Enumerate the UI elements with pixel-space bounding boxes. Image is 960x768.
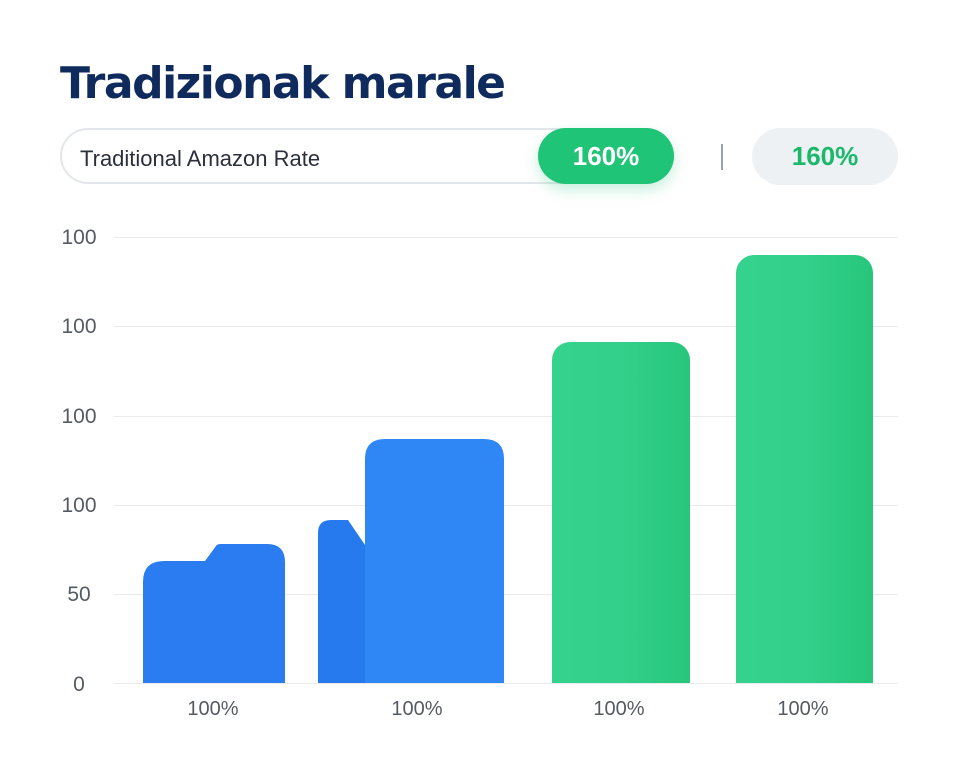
gridline xyxy=(114,416,898,417)
gridline xyxy=(114,505,898,506)
gridline xyxy=(114,237,898,238)
x-tick: 100% xyxy=(777,698,829,720)
side-rate-badge: 160% xyxy=(752,128,898,185)
y-tick: 50 xyxy=(67,583,91,606)
gridline xyxy=(114,594,898,595)
gridline xyxy=(114,683,898,684)
x-tick: 100% xyxy=(391,698,443,720)
y-tick: 100 xyxy=(61,494,97,517)
bar-2 xyxy=(318,439,504,683)
y-tick: 100 xyxy=(61,405,97,428)
rate-label: Traditional Amazon Rate xyxy=(80,146,321,171)
rate-field: Traditional Amazon Rate 160% xyxy=(60,128,674,184)
chart-title: Tradizionak marale xyxy=(60,58,506,109)
bar-1 xyxy=(143,544,285,683)
y-tick: 0 xyxy=(73,673,85,696)
bar-4 xyxy=(736,255,873,683)
gridline xyxy=(114,326,898,327)
divider xyxy=(721,144,723,170)
y-tick: 100 xyxy=(61,315,97,338)
bar-3 xyxy=(552,342,690,683)
x-tick: 100% xyxy=(593,698,645,720)
x-tick: 100% xyxy=(187,698,239,720)
y-tick: 100 xyxy=(61,226,97,249)
rate-badge: 160% xyxy=(538,128,674,184)
